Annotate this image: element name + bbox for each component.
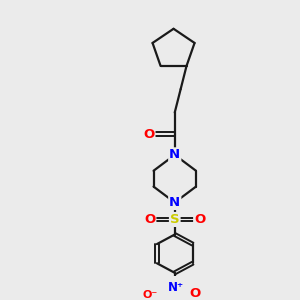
- Text: N: N: [169, 196, 180, 209]
- Text: O: O: [190, 287, 201, 300]
- Text: O⁻: O⁻: [143, 290, 158, 300]
- Text: O: O: [194, 213, 206, 226]
- Text: N: N: [169, 281, 180, 294]
- Text: S: S: [170, 213, 180, 226]
- Text: O: O: [144, 213, 155, 226]
- Text: N: N: [169, 148, 180, 161]
- Text: N⁺: N⁺: [168, 281, 184, 294]
- Text: O: O: [143, 128, 154, 141]
